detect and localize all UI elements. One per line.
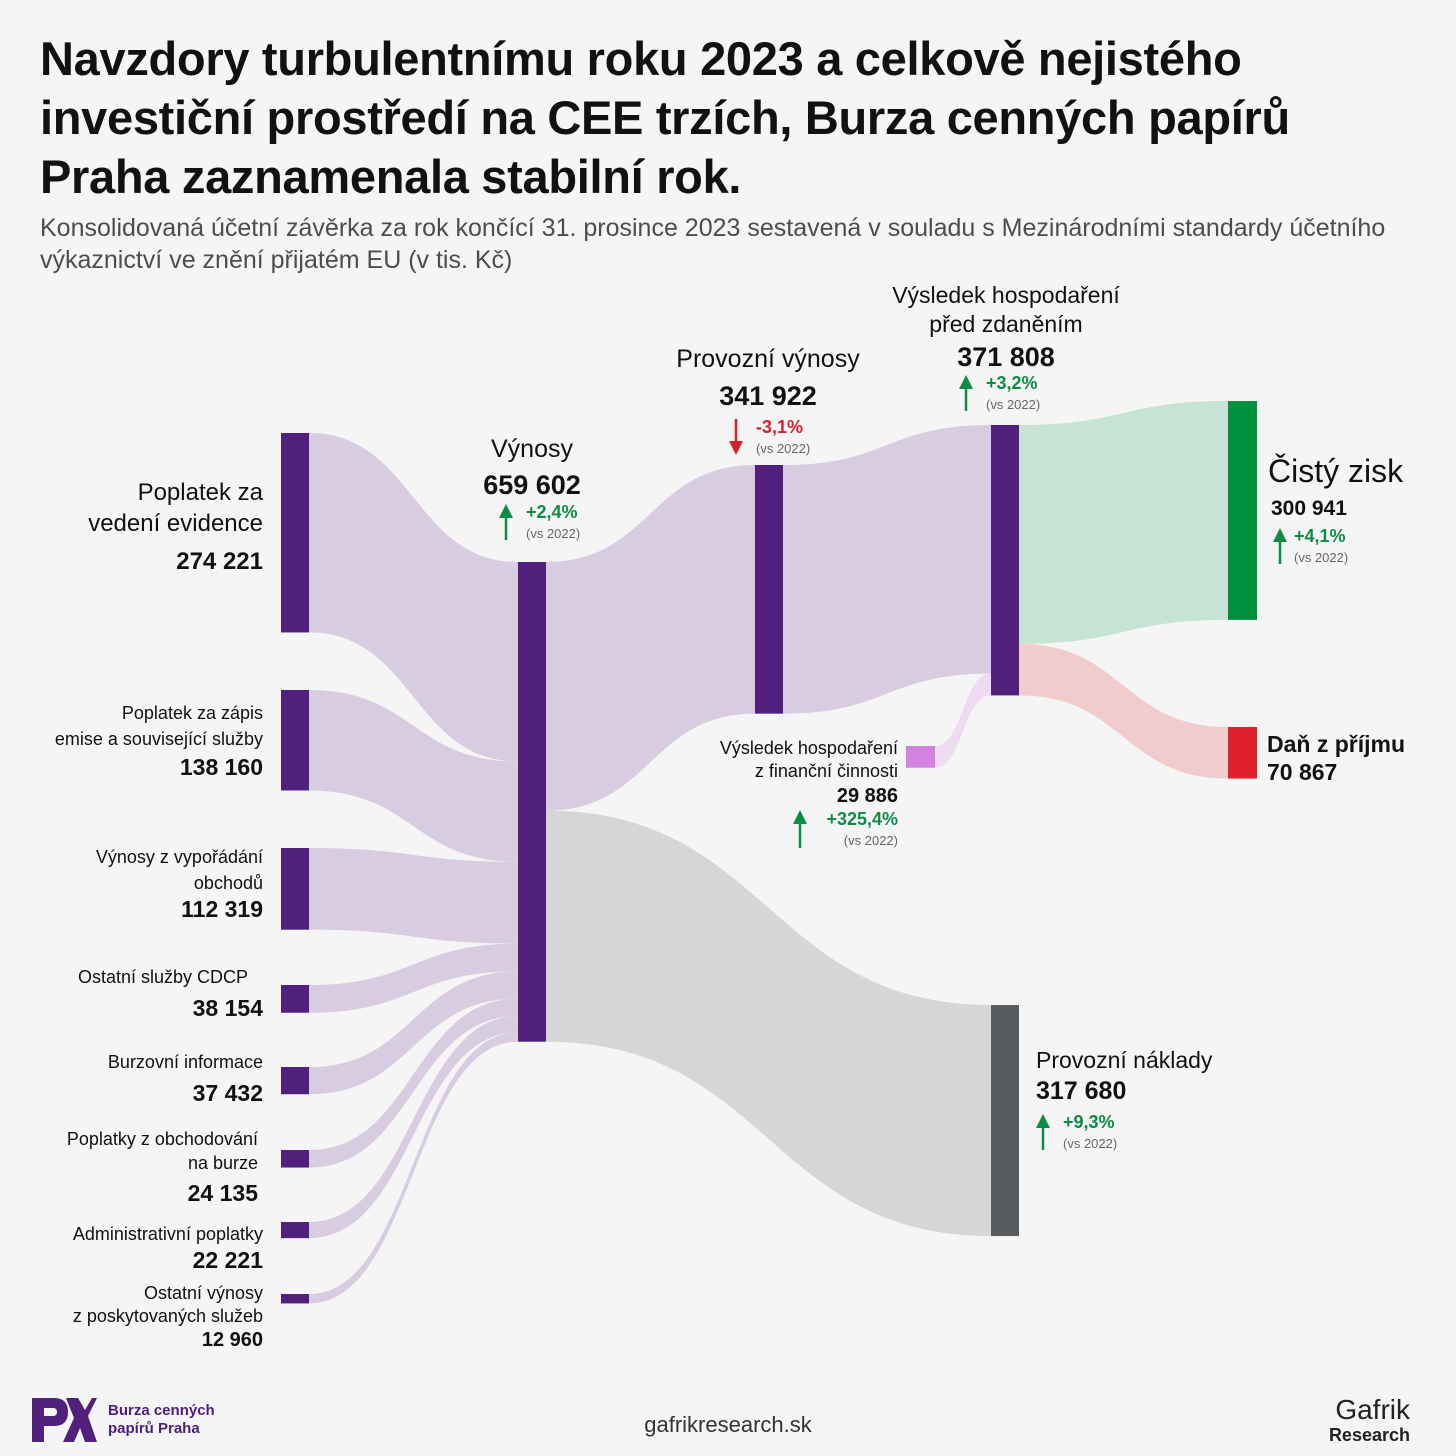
label-poplatek-evidence-2: vedení evidence	[88, 510, 263, 537]
value-vynosy: 659 602	[483, 470, 581, 500]
value-financni: 29 886	[837, 785, 898, 807]
gafrik-brand: Gafrik Research	[1328, 1394, 1410, 1445]
pred-zdanenim-vs-label: (vs 2022)	[986, 397, 1040, 412]
value-ostatni-cdcp: 38 154	[193, 995, 264, 1021]
label-provozni-naklady: Provozní náklady	[1036, 1047, 1213, 1073]
logo-line-1: Burza cenných	[108, 1402, 215, 1419]
pred-zdanenim-change: +3,2%	[986, 373, 1038, 393]
node-ostatni-vynosy	[281, 1294, 309, 1304]
label-dan: Daň z příjmu	[1267, 731, 1405, 757]
bcpp-logo: Burza cenných papírů Praha	[30, 1396, 215, 1444]
flow-ostatni-cdcp	[309, 943, 518, 1013]
flow-vyporadani	[309, 848, 518, 944]
provozni-vynosy-arrow-icon	[729, 419, 743, 455]
flow-poplatek-evidence	[309, 433, 518, 762]
cisty-zisk-change: +4,1%	[1294, 526, 1346, 546]
flow-cisty-zisk	[1019, 401, 1228, 644]
value-dan: 70 867	[1267, 759, 1337, 785]
vynosy-arrow-icon	[499, 504, 513, 540]
financni-vs-label: (vs 2022)	[844, 833, 898, 848]
page-subtitle: Konsolidovaná účetní závěrka za rok konč…	[40, 214, 1386, 274]
label-vynosy: Výnosy	[491, 435, 573, 463]
label-burzovni-informace: Burzovní informace	[108, 1052, 263, 1072]
node-poplatek-evidence	[281, 433, 309, 633]
node-cisty-zisk	[1228, 401, 1257, 620]
node-poplatek-zapis	[281, 690, 309, 791]
value-pred-zdanenim: 371 808	[957, 342, 1055, 372]
financni-arrow-icon	[793, 810, 807, 848]
logo-line-2: papírů Praha	[108, 1420, 200, 1437]
page-title: Navzdory turbulentnímu roku 2023 a celko…	[40, 32, 1290, 203]
node-provozni-naklady	[991, 1005, 1019, 1237]
flow-ostatni-vynosy	[309, 1032, 518, 1304]
label-poplatek-zapis-1: Poplatek za zápis	[122, 703, 263, 723]
cisty-zisk-vs-label: (vs 2022)	[1294, 550, 1348, 565]
value-poplatky-obchodovani: 24 135	[188, 1180, 259, 1206]
flow-dan	[1019, 643, 1228, 779]
flow-financni	[935, 673, 991, 768]
financni-change: +325,4%	[826, 809, 898, 829]
node-burzovni-informace	[281, 1067, 309, 1095]
label-financni-2: z finanční činnosti	[755, 761, 898, 781]
node-pred-zdanenim	[991, 425, 1019, 696]
label-administrativni: Administrativní poplatky	[73, 1224, 263, 1244]
pred-zdanenim-arrow-icon	[959, 375, 973, 411]
label-cisty-zisk: Čistý zisk	[1268, 453, 1404, 489]
flow-poplatky-obchodovani	[309, 998, 518, 1168]
node-vynosy	[518, 562, 546, 1042]
value-cisty-zisk: 300 941	[1271, 497, 1347, 520]
px-logo-icon	[32, 1398, 97, 1442]
flow-burzovni-informace	[309, 971, 518, 1095]
label-vyporadani-2: obchodů	[194, 873, 263, 893]
label-poplatek-zapis-2: emise a související služby	[55, 729, 263, 749]
value-poplatek-zapis: 138 160	[180, 754, 263, 780]
sankey-chart: Poplatek za vedení evidence 274 221 Poplate…	[55, 282, 1405, 1351]
value-vyporadani: 112 319	[181, 896, 263, 922]
provozni-naklady-arrow-icon	[1036, 1114, 1050, 1150]
node-ostatni-cdcp	[281, 985, 309, 1013]
flow-administrativni	[309, 1016, 518, 1239]
value-provozni-vynosy: 341 922	[719, 381, 817, 411]
flow-poplatek-zapis	[309, 690, 518, 862]
brand-line-2: Research	[1328, 1425, 1410, 1445]
node-administrativni	[281, 1222, 309, 1239]
label-vyporadani-1: Výnosy z vypořádání	[96, 847, 263, 867]
vynosy-vs-label: (vs 2022)	[526, 526, 580, 541]
brand-line-1: Gafrik	[1335, 1394, 1410, 1425]
value-administrativni: 22 221	[193, 1247, 264, 1273]
label-ostatni-cdcp: Ostatní služby CDCP	[78, 967, 248, 987]
value-poplatek-evidence: 274 221	[176, 548, 263, 575]
node-provozni-vynosy	[755, 465, 783, 714]
provozni-vynosy-vs-label: (vs 2022)	[756, 441, 810, 456]
flow-pred-zdanenim	[783, 425, 991, 714]
label-poplatky-obchodovani-1: Poplatky z obchodování	[67, 1129, 258, 1149]
label-ostatni-vynosy-1: Ostatní výnosy	[144, 1283, 263, 1303]
vynosy-change: +2,4%	[526, 502, 578, 522]
value-burzovni-informace: 37 432	[193, 1080, 263, 1106]
label-provozni-vynosy: Provozní výnosy	[676, 345, 860, 373]
node-dan	[1228, 727, 1257, 779]
provozni-naklady-change: +9,3%	[1063, 1112, 1115, 1132]
value-ostatni-vynosy: 12 960	[202, 1329, 263, 1351]
node-vyporadani	[281, 848, 309, 930]
flow-provozni-naklady	[546, 810, 991, 1237]
node-financni	[906, 746, 935, 768]
cisty-zisk-arrow-icon	[1273, 528, 1287, 564]
label-pred-zdanenim-1: Výsledek hospodaření	[892, 282, 1120, 308]
label-financni-1: Výsledek hospodaření	[720, 738, 898, 758]
flow-provozni-vynosy	[546, 465, 755, 811]
node-poplatky-obchodovani	[281, 1150, 309, 1168]
label-pred-zdanenim-2: před zdaněním	[929, 311, 1082, 337]
label-poplatky-obchodovani-2: na burze	[188, 1153, 258, 1173]
provozni-vynosy-change: -3,1%	[756, 417, 803, 437]
footer-website: gafrikresearch.sk	[644, 1412, 812, 1437]
label-ostatni-vynosy-2: z poskytovaných služeb	[73, 1306, 263, 1326]
value-provozni-naklady: 317 680	[1036, 1077, 1126, 1105]
label-poplatek-evidence-1: Poplatek za	[138, 479, 264, 506]
provozni-naklady-vs-label: (vs 2022)	[1063, 1136, 1117, 1151]
